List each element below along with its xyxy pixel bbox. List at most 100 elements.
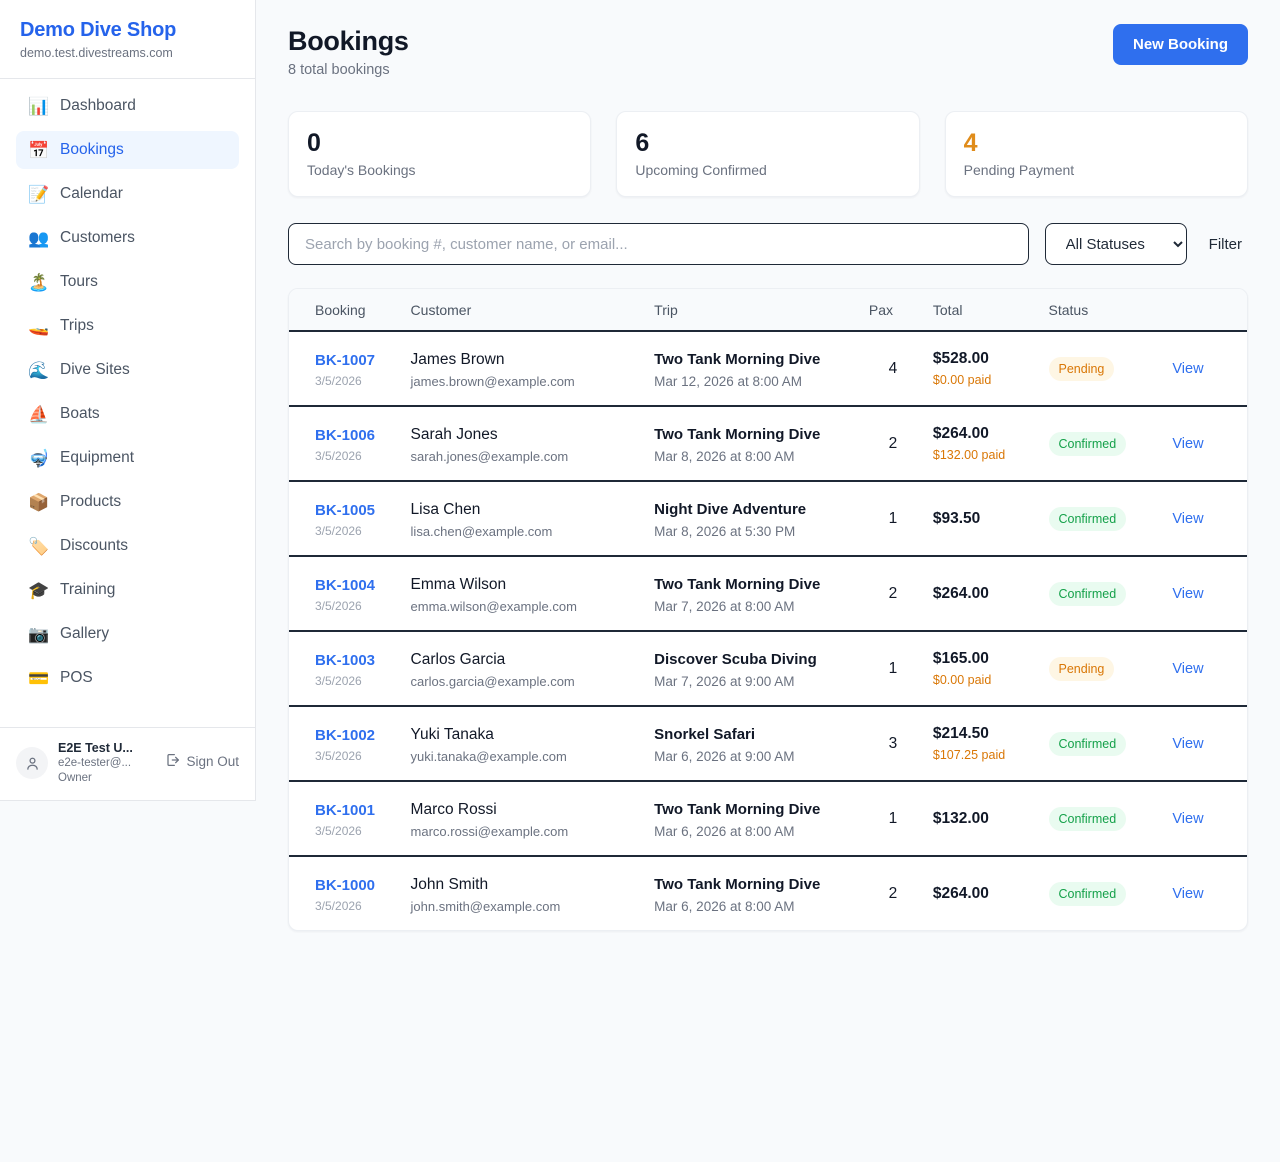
view-booking-link[interactable]: View — [1172, 435, 1204, 452]
brand-block: Demo Dive Shop demo.test.divestreams.com — [0, 0, 255, 79]
stat-card: 4 Pending Payment — [944, 111, 1248, 197]
booking-created-date: 3/5/2026 — [315, 524, 362, 538]
new-booking-button[interactable]: New Booking — [1112, 24, 1248, 65]
pax-count: 4 — [888, 359, 898, 377]
status-filter-select[interactable]: All Statuses — [1044, 223, 1187, 265]
view-booking-link[interactable]: View — [1172, 585, 1204, 602]
island-icon: 🏝️ — [28, 272, 50, 292]
search-input[interactable] — [288, 223, 1029, 265]
user-email: e2e-tester@... — [58, 757, 132, 769]
graduation-cap-icon: 🎓 — [28, 580, 50, 600]
sidebar-item-trips[interactable]: 🚤 Trips — [16, 307, 239, 345]
cell-actions: View — [1164, 331, 1247, 407]
cell-status: Confirmed — [1041, 856, 1165, 930]
trip-name: Two Tank Morning Dive — [654, 426, 821, 443]
total-amount: $93.50 — [932, 509, 981, 527]
booking-id-link[interactable]: BK-1007 — [315, 352, 376, 369]
customer-name: John Smith — [410, 875, 489, 893]
sidebar-item-tours[interactable]: 🏝️ Tours — [16, 263, 239, 301]
pax-count: 2 — [888, 434, 898, 452]
view-booking-link[interactable]: View — [1172, 735, 1204, 752]
cell-pax: 2 — [861, 856, 925, 930]
booking-id-link[interactable]: BK-1002 — [315, 727, 376, 744]
total-amount: $264.00 — [932, 425, 989, 442]
stat-label: Pending Payment — [963, 162, 1075, 178]
booking-id-link[interactable]: BK-1006 — [315, 427, 376, 444]
credit-card-icon: 💳 — [28, 668, 50, 688]
view-booking-link[interactable]: View — [1172, 510, 1204, 527]
customer-email: marco.rossi@example.com — [410, 823, 569, 839]
cell-status: Confirmed — [1040, 481, 1165, 557]
trip-name: Two Tank Morning Dive — [654, 351, 821, 368]
booking-created-date: 3/5/2026 — [315, 449, 362, 463]
table-row: BK-1007 3/5/2026 James Brown james.brown@ex… — [289, 331, 1247, 407]
cell-actions: View — [1164, 481, 1247, 557]
sidebar-item-training[interactable]: 🎓 Training — [16, 571, 239, 609]
cell-status: Confirmed — [1040, 406, 1165, 482]
cell-booking: BK-1002 3/5/2026 — [289, 706, 403, 782]
diving-mask-icon: 🤿 — [28, 448, 50, 468]
logout-icon — [165, 752, 181, 771]
booking-id-link[interactable]: BK-1000 — [315, 877, 376, 894]
sidebar-item-equipment[interactable]: 🤿 Equipment — [16, 439, 239, 477]
booking-id-link[interactable]: BK-1005 — [315, 502, 376, 519]
sidebar-item-calendar[interactable]: 📝 Calendar — [16, 175, 239, 213]
cell-booking: BK-1000 3/5/2026 — [289, 856, 403, 930]
sidebar-item-discounts[interactable]: 🏷️ Discounts — [16, 527, 239, 565]
table-row: BK-1002 3/5/2026 Yuki Tanaka yuki.tanaka@ex… — [289, 706, 1247, 782]
cell-total: $264.00 $132.00 paid — [924, 406, 1041, 482]
sidebar-item-label: Customers — [60, 229, 135, 246]
view-booking-link[interactable]: View — [1172, 360, 1204, 377]
view-booking-link[interactable]: View — [1172, 660, 1204, 677]
customer-email: sarah.jones@example.com — [410, 448, 569, 464]
pax-count: 1 — [888, 659, 898, 677]
cell-status: Pending — [1040, 331, 1165, 407]
booking-created-date: 3/5/2026 — [315, 674, 362, 688]
booking-id-link[interactable]: BK-1004 — [315, 577, 376, 594]
sidebar-item-bookings[interactable]: 📅 Bookings — [16, 131, 239, 169]
booking-id-link[interactable]: BK-1003 — [315, 652, 376, 669]
sidebar-nav: 📊 Dashboard 📅 Bookings 📝 Calendar 👥 Customers 🏝️… — [0, 79, 255, 727]
trip-name: Night Dive Adventure — [654, 501, 807, 518]
sidebar-item-label: Trips — [60, 317, 94, 334]
stat-card: 0 Today's Bookings — [288, 111, 592, 197]
cell-actions: View — [1164, 556, 1247, 632]
sidebar-item-boats[interactable]: ⛵ Boats — [16, 395, 239, 433]
sidebar-item-products[interactable]: 📦 Products — [16, 483, 239, 521]
sign-out-button[interactable]: Sign Out — [165, 752, 239, 771]
cell-status: Pending — [1040, 631, 1165, 707]
amount-paid: $0.00 paid — [932, 673, 992, 687]
bookings-table-card: Booking Customer Trip Pax Total Status B… — [288, 288, 1248, 931]
cell-trip: Two Tank Morning Dive Mar 6, 2026 at 8:00… — [646, 856, 861, 930]
notebook-icon: 📝 — [28, 184, 50, 204]
stat-value: 0 — [307, 129, 321, 157]
filter-button[interactable]: Filter — [1203, 232, 1248, 257]
booking-created-date: 3/5/2026 — [315, 749, 362, 763]
customer-email: james.brown@example.com — [410, 373, 575, 389]
cell-customer: Lisa Chen lisa.chen@example.com — [402, 481, 647, 557]
sidebar-item-dashboard[interactable]: 📊 Dashboard — [16, 87, 239, 125]
sidebar-item-pos[interactable]: 💳 POS — [16, 659, 239, 697]
status-badge: Confirmed — [1048, 506, 1127, 531]
cell-booking: BK-1006 3/5/2026 — [289, 406, 403, 482]
table-row: BK-1000 3/5/2026 John Smith john.smith@exam… — [289, 856, 1247, 930]
bar-chart-icon: 📊 — [28, 96, 50, 116]
cell-pax: 1 — [860, 481, 925, 557]
cell-customer: Sarah Jones sarah.jones@example.com — [402, 406, 647, 482]
cell-pax: 4 — [860, 331, 925, 407]
sidebar-item-dive-sites[interactable]: 🌊 Dive Sites — [16, 351, 239, 389]
cell-customer: John Smith john.smith@example.com — [403, 856, 647, 930]
sidebar-item-customers[interactable]: 👥 Customers — [16, 219, 239, 257]
booking-id-link[interactable]: BK-1001 — [315, 802, 376, 819]
view-booking-link[interactable]: View — [1172, 810, 1204, 827]
view-booking-link[interactable]: View — [1172, 885, 1204, 902]
sidebar-item-label: Dashboard — [60, 97, 136, 114]
table-body: BK-1007 3/5/2026 James Brown james.brown@ex… — [289, 331, 1247, 930]
column-header-customer: Customer — [402, 289, 647, 332]
speedboat-icon: 🚤 — [28, 316, 50, 336]
page-title: Bookings — [288, 26, 409, 56]
status-badge: Confirmed — [1048, 806, 1127, 831]
trip-name: Snorkel Safari — [654, 726, 756, 743]
sidebar-item-gallery[interactable]: 📷 Gallery — [16, 615, 239, 653]
